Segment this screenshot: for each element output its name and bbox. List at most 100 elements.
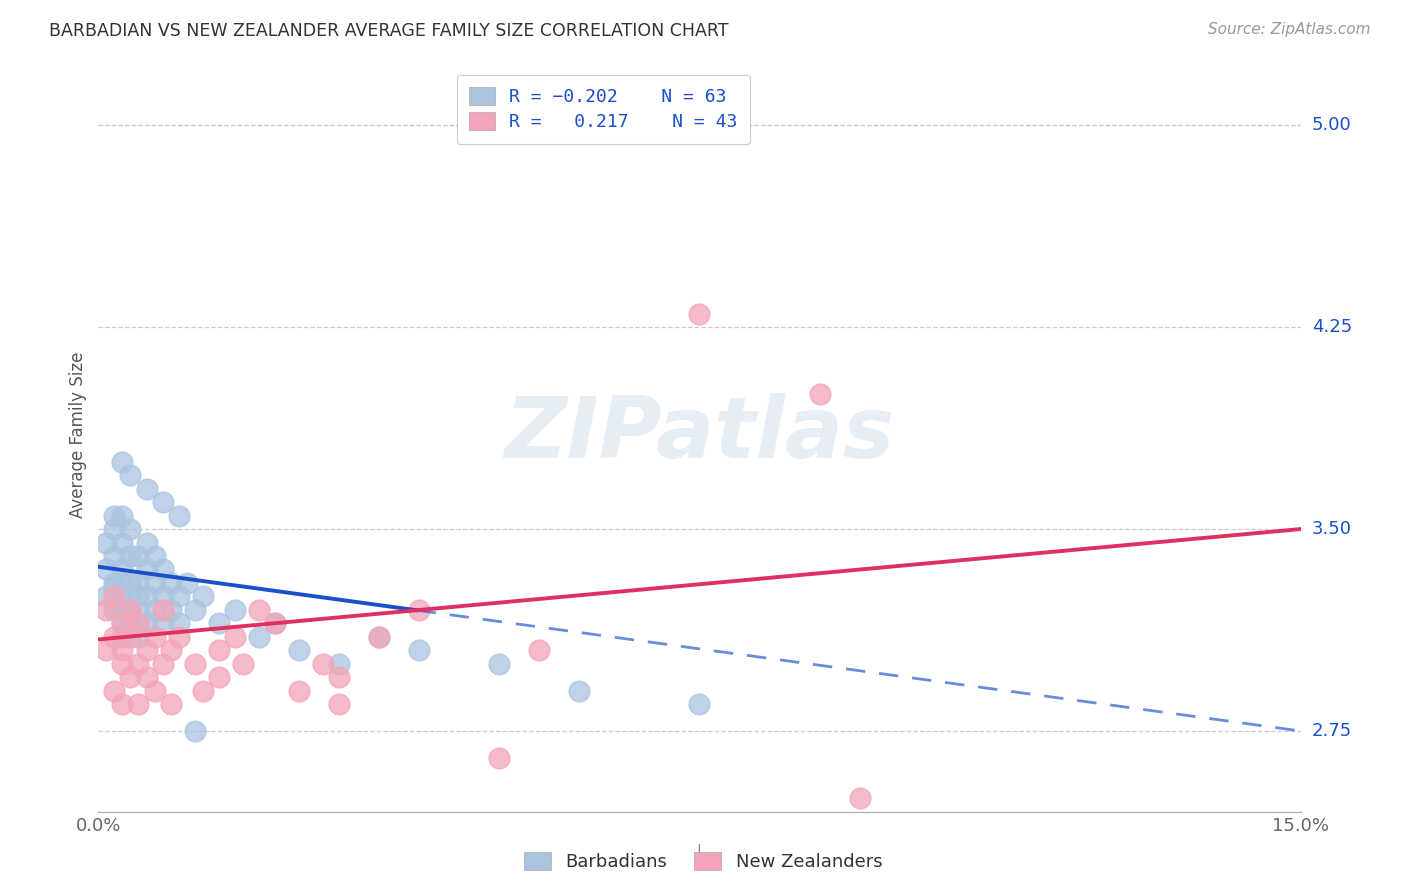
Point (143, 630, 166, 644)
Point (120, 603, 142, 617)
Point (232, 657, 254, 671)
Legend: R = −0.202    N = 63, R =   0.217    N = 43: R = −0.202 N = 63, R = 0.217 N = 43 (457, 75, 749, 144)
Point (103, 575, 125, 590)
Text: Source: ZipAtlas.com: Source: ZipAtlas.com (1208, 22, 1371, 37)
Point (120, 468, 142, 483)
Point (143, 575, 166, 590)
Point (128, 697, 150, 711)
Point (103, 549, 125, 563)
Point (167, 616, 190, 631)
Point (111, 508, 134, 523)
Point (128, 616, 150, 631)
Point (96, 603, 118, 617)
Text: 5.00: 5.00 (1312, 116, 1351, 135)
Point (103, 522, 125, 536)
Point (103, 582, 125, 596)
Point (128, 630, 150, 644)
Point (368, 630, 391, 644)
Point (328, 657, 350, 671)
Point (688, 697, 710, 711)
Point (111, 562, 134, 576)
Point (135, 616, 157, 631)
Point (143, 603, 166, 617)
Point (191, 683, 214, 698)
Point (128, 603, 150, 617)
Point (135, 670, 157, 684)
Point (159, 603, 181, 617)
Point (135, 590, 157, 604)
Point (288, 683, 311, 698)
Point (111, 590, 134, 604)
Point (224, 603, 246, 617)
Point (111, 643, 134, 657)
Point (159, 697, 181, 711)
Point (96, 535, 118, 549)
Point (328, 670, 350, 684)
Point (135, 562, 157, 576)
Point (849, 791, 872, 805)
Point (183, 723, 205, 738)
Point (224, 630, 246, 644)
Point (288, 643, 311, 657)
Point (135, 643, 157, 657)
Point (488, 657, 510, 671)
Point (111, 616, 134, 631)
Point (167, 508, 190, 523)
Point (688, 307, 710, 321)
Point (159, 643, 181, 657)
Point (312, 657, 335, 671)
Point (152, 603, 174, 617)
Point (152, 562, 174, 576)
Y-axis label: Average Family Size: Average Family Size (69, 351, 87, 518)
Point (111, 455, 134, 469)
Point (135, 482, 157, 496)
Point (128, 590, 150, 604)
Point (128, 657, 150, 671)
Point (111, 657, 134, 671)
Point (368, 630, 391, 644)
Point (408, 643, 430, 657)
Point (135, 535, 157, 549)
Point (111, 603, 134, 617)
Point (96, 562, 118, 576)
Point (152, 590, 174, 604)
Point (120, 590, 142, 604)
Point (208, 670, 231, 684)
Point (208, 616, 231, 631)
Point (143, 683, 166, 698)
Point (568, 683, 591, 698)
Point (152, 495, 174, 509)
Point (408, 603, 430, 617)
Point (167, 630, 190, 644)
Point (488, 751, 510, 765)
Point (247, 630, 270, 644)
Point (183, 603, 205, 617)
Point (111, 535, 134, 549)
Point (191, 590, 214, 604)
Point (120, 549, 142, 563)
Point (247, 603, 270, 617)
Point (128, 575, 150, 590)
Point (529, 643, 551, 657)
Point (808, 387, 831, 401)
Point (103, 590, 125, 604)
Point (128, 549, 150, 563)
Point (120, 575, 142, 590)
Point (96, 643, 118, 657)
Point (143, 549, 166, 563)
Point (103, 603, 125, 617)
Text: 4.25: 4.25 (1312, 318, 1353, 336)
Text: ZIPatlas: ZIPatlas (505, 393, 894, 476)
Point (263, 616, 285, 631)
Point (120, 616, 142, 631)
Point (120, 630, 142, 644)
Text: 3.50: 3.50 (1312, 520, 1351, 538)
Point (111, 697, 134, 711)
Point (152, 657, 174, 671)
Point (208, 643, 231, 657)
Point (159, 575, 181, 590)
Text: BARBADIAN VS NEW ZEALANDER AVERAGE FAMILY SIZE CORRELATION CHART: BARBADIAN VS NEW ZEALANDER AVERAGE FAMIL… (49, 22, 728, 40)
Point (120, 670, 142, 684)
Point (120, 603, 142, 617)
Point (111, 575, 134, 590)
